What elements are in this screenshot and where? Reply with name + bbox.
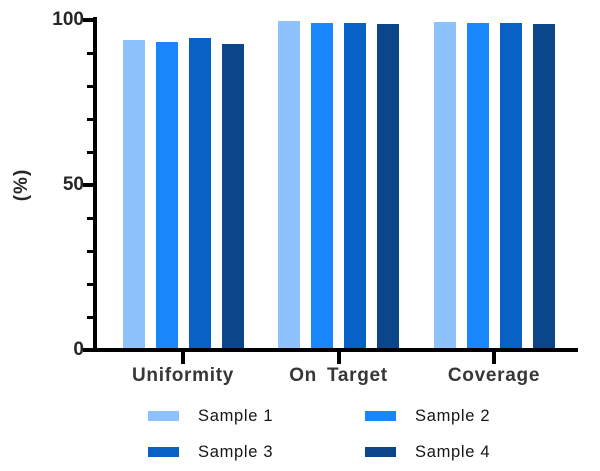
y-tick-label: 50 (62, 174, 84, 195)
x-tick (336, 352, 341, 364)
y-minor-tick (87, 282, 95, 286)
x-axis-line (93, 348, 578, 352)
bar-sample-4-uniformity (221, 44, 244, 352)
legend-label-sample-4: Sample 4 (415, 442, 491, 461)
category-label-uniformity: Uniformity (132, 365, 234, 386)
x-tick (181, 352, 185, 364)
legend-swatch-sample-2 (365, 411, 396, 421)
y-minor-tick (87, 117, 95, 121)
y-major-tick (83, 183, 95, 187)
x-tick (492, 352, 496, 364)
legend-item-sample-3: Sample 3 (148, 442, 273, 462)
y-tick-label: 100 (52, 9, 84, 30)
legend-swatch-sample-1 (148, 411, 179, 421)
legend-label-sample-3: Sample 3 (198, 442, 274, 461)
bar-sample-2-coverage (466, 22, 489, 352)
legend-item-sample-1: Sample 1 (148, 406, 273, 426)
legend-item-sample-4: Sample 4 (365, 442, 490, 462)
legend-label-sample-1: Sample 1 (198, 406, 274, 425)
bar-sample-3-uniformity (188, 37, 211, 352)
legend-item-sample-2: Sample 2 (365, 406, 490, 426)
legend-swatch-sample-4 (365, 447, 396, 457)
bar-sample-1-on-target (278, 20, 300, 352)
y-minor-tick (87, 150, 95, 154)
y-axis-line (93, 17, 97, 352)
y-minor-tick (87, 249, 95, 253)
bar-sample-2-uniformity (155, 42, 178, 352)
legend-swatch-sample-3 (148, 447, 179, 457)
y-minor-tick (87, 315, 95, 319)
bar-sample-3-on-target (344, 22, 366, 352)
y-minor-tick (87, 51, 95, 55)
bar-sample-4-on-target (377, 23, 399, 352)
category-label-coverage: Coverage (447, 365, 541, 386)
bar-sample-3-coverage (499, 23, 522, 352)
y-major-tick (83, 18, 95, 22)
bar-sample-2-on-target (311, 23, 333, 352)
bar-sample-4-coverage (532, 23, 555, 352)
y-minor-tick (87, 216, 95, 220)
y-major-tick (83, 348, 95, 352)
category-label-on-target: On Target (289, 365, 388, 386)
y-tick-label: 0 (73, 339, 84, 360)
y-minor-tick (87, 84, 95, 88)
bar-sample-1-coverage (433, 21, 456, 352)
bar-sample-1-uniformity (122, 39, 145, 352)
legend-label-sample-2: Sample 2 (415, 406, 491, 425)
